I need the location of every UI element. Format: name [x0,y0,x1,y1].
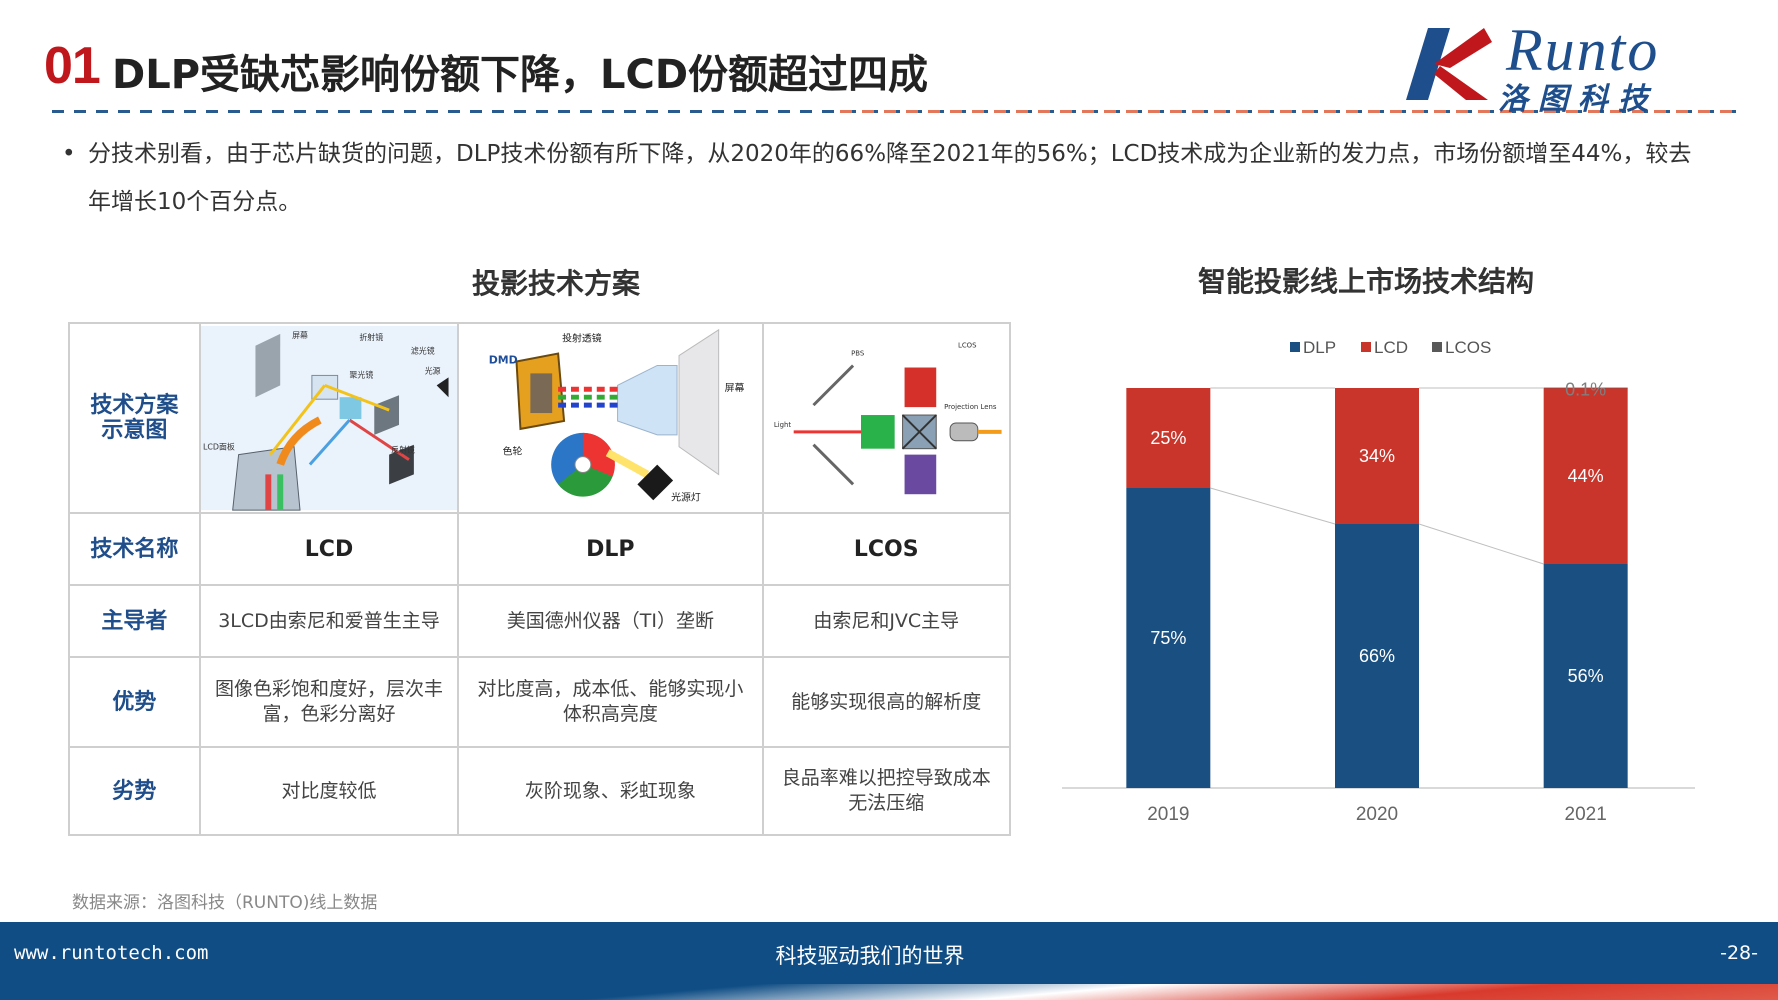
table-row: 劣势 对比度较低 灰阶现象、彩虹现象 良品率难以把控导致成本无法压缩 [68,746,1012,836]
dlp-diagram: 投射透镜 DMD 屏幕 色轮 光源灯 [459,325,762,511]
bar-lcd-2019 [1126,388,1211,488]
lcd-label-filter: 滤光镜 [411,346,435,356]
footer-url[interactable]: www.runtotech.com [14,942,209,964]
technology-table: 技术方案示意图 屏 [68,322,1012,836]
x-tick-label-2020: 2020 [1356,804,1398,825]
tech-name-lcos: LCOS [761,512,1012,586]
advantage-lcd: 图像色彩饱和度好，层次丰富，色彩分离好 [198,656,460,748]
tech-structure-chart: DLP LCD LCOS 75% 25% 2019 66% 34% 2020 56% 44% 0.1%… [1062,338,1695,825]
dlp-label-dmd: DMD [489,353,518,366]
lcd-diagram-cell: 屏幕 折射镜 滤光镜 反射镜 聚光镜 LCD面板 光源 [198,322,460,514]
bar-dlp-2019 [1126,488,1211,788]
lcos-label-lens: Projection Lens [944,403,997,411]
dlp-label-lamp: 光源灯 [671,490,701,503]
legend-label-lcos: LCOS [1445,338,1491,357]
lcos-label-lcos: LCOS [958,342,977,350]
runto-logo: Runto 洛图科技 [1388,17,1748,117]
legend-swatch-dlp [1290,342,1300,352]
data-label-lcd-2020: 34% [1359,446,1395,466]
advantage-lcos: 能够实现很高的解析度 [761,656,1012,748]
table-row: 主导者 3LCD由索尼和爱普生主导 美国德州仪器（TI）垄断 由索尼和JVC主导 [68,584,1012,658]
footer-slogan: 科技驱动我们的世界 [775,944,965,968]
bullet-marker: • [62,141,76,167]
row-header-leader: 主导者 [68,584,201,658]
dlp-label-wheel: 色轮 [503,445,523,458]
legend-label-dlp: DLP [1303,338,1336,357]
data-source: 数据来源：洛图科技（RUNTO)线上数据 [72,893,378,913]
leader-lcos: 由索尼和JVC主导 [761,584,1012,658]
runto-logo-mark [1406,28,1492,100]
legend-swatch-lcd [1361,342,1371,352]
table-row: 技术名称 LCD DLP LCOS [68,512,1012,586]
summary-text: 分技术别看，由于芯片缺货的问题，DLP技术份额有所下降，从2020年的66%降至… [88,141,1692,215]
lcos-diagram-cell: PBS LCOS Projection Lens Light [761,322,1012,514]
advantage-dlp: 对比度高，成本低、能够实现小体积高亮度 [457,656,764,748]
bar-dlp-2020 [1335,524,1419,788]
bar-lcd-2020 [1335,388,1419,524]
tech-name-lcd: LCD [198,512,460,586]
row-header-disadvantage: 劣势 [68,746,201,836]
table-row: 技术方案示意图 屏 [68,322,1012,514]
data-label-dlp-2019: 75% [1150,628,1186,648]
title-divider [52,110,1740,113]
lcos-label-pbs: PBS [851,350,864,358]
disadvantage-lcos: 良品率难以把控导致成本无法压缩 [761,746,1012,836]
bar-lcos-2021 [1543,387,1628,389]
disadvantage-lcd: 对比度较低 [198,746,460,836]
lcd-label-condenser: 聚光镜 [349,369,373,379]
data-label-lcd-2021: 44% [1568,466,1604,486]
chart-title: 智能投影线上市场技术结构 [1198,265,1535,298]
leader-dlp: 美国德州仪器（TI）垄断 [457,584,764,658]
footer: www.runtotech.com 科技驱动我们的世界 -28- [0,922,1778,1000]
footer-band [0,922,1778,984]
data-label-dlp-2021: 56% [1568,666,1604,686]
data-label-dlp-2020: 66% [1359,646,1395,666]
row-header-name: 技术名称 [68,512,201,586]
lcos-label-light: Light [773,421,791,429]
row-header-advantage: 优势 [68,656,201,748]
page-number: -28- [1720,942,1758,964]
x-tick-label-2021: 2021 [1565,804,1607,825]
bar-dlp-2021 [1543,564,1628,788]
lcd-label-panel: LCD面板 [203,442,235,452]
leader-lcd: 3LCD由索尼和爱普生主导 [198,584,460,658]
lcd-label-reflector: 反射镜 [391,445,415,455]
section-number: 01 [44,37,101,95]
tech-name-dlp: DLP [457,512,764,586]
dlp-diagram-cell: 投射透镜 DMD 屏幕 色轮 光源灯 [457,322,764,514]
table-row: 优势 图像色彩饱和度好，层次丰富，色彩分离好 对比度高，成本低、能够实现小体积高… [68,656,1012,748]
legend-swatch-lcos [1432,342,1442,352]
logo-wordmark: Runto [1506,17,1660,83]
dlp-label-lens: 投射透镜 [562,332,602,345]
x-tick-label-2019: 2019 [1147,804,1189,825]
bar-lcd-2021 [1543,388,1628,564]
data-label-lcd-2019: 25% [1150,428,1186,448]
legend-label-lcd: LCD [1374,338,1408,357]
lcd-label-refractor: 折射镜 [359,332,383,342]
data-label-lcos-2021: 0.1% [1565,380,1606,400]
lcos-diagram: PBS LCOS Projection Lens Light [763,325,1009,511]
lcd-label-screen: 屏幕 [292,330,308,340]
row-header-diagram: 技术方案示意图 [68,322,201,514]
connector-dlp-lcd-1 [1418,523,1544,565]
connector-dlp-lcd-0 [1210,487,1336,525]
lcd-diagram: 屏幕 折射镜 滤光镜 反射镜 聚光镜 LCD面板 光源 [200,325,458,511]
summary-bullet: • 分技术别看，由于芯片缺货的问题，DLP技术份额有所下降，从2020年的66%… [62,130,1712,226]
page-title: DLP受缺芯影响份额下降，LCD份额超过四成 [112,52,929,98]
dlp-label-screen: 屏幕 [725,381,745,394]
logo-chinese: 洛图科技 [1498,82,1658,117]
disadvantage-dlp: 灰阶现象、彩虹现象 [457,746,764,836]
table-title: 投影技术方案 [472,267,641,300]
lcd-label-light: 光源 [425,365,441,375]
